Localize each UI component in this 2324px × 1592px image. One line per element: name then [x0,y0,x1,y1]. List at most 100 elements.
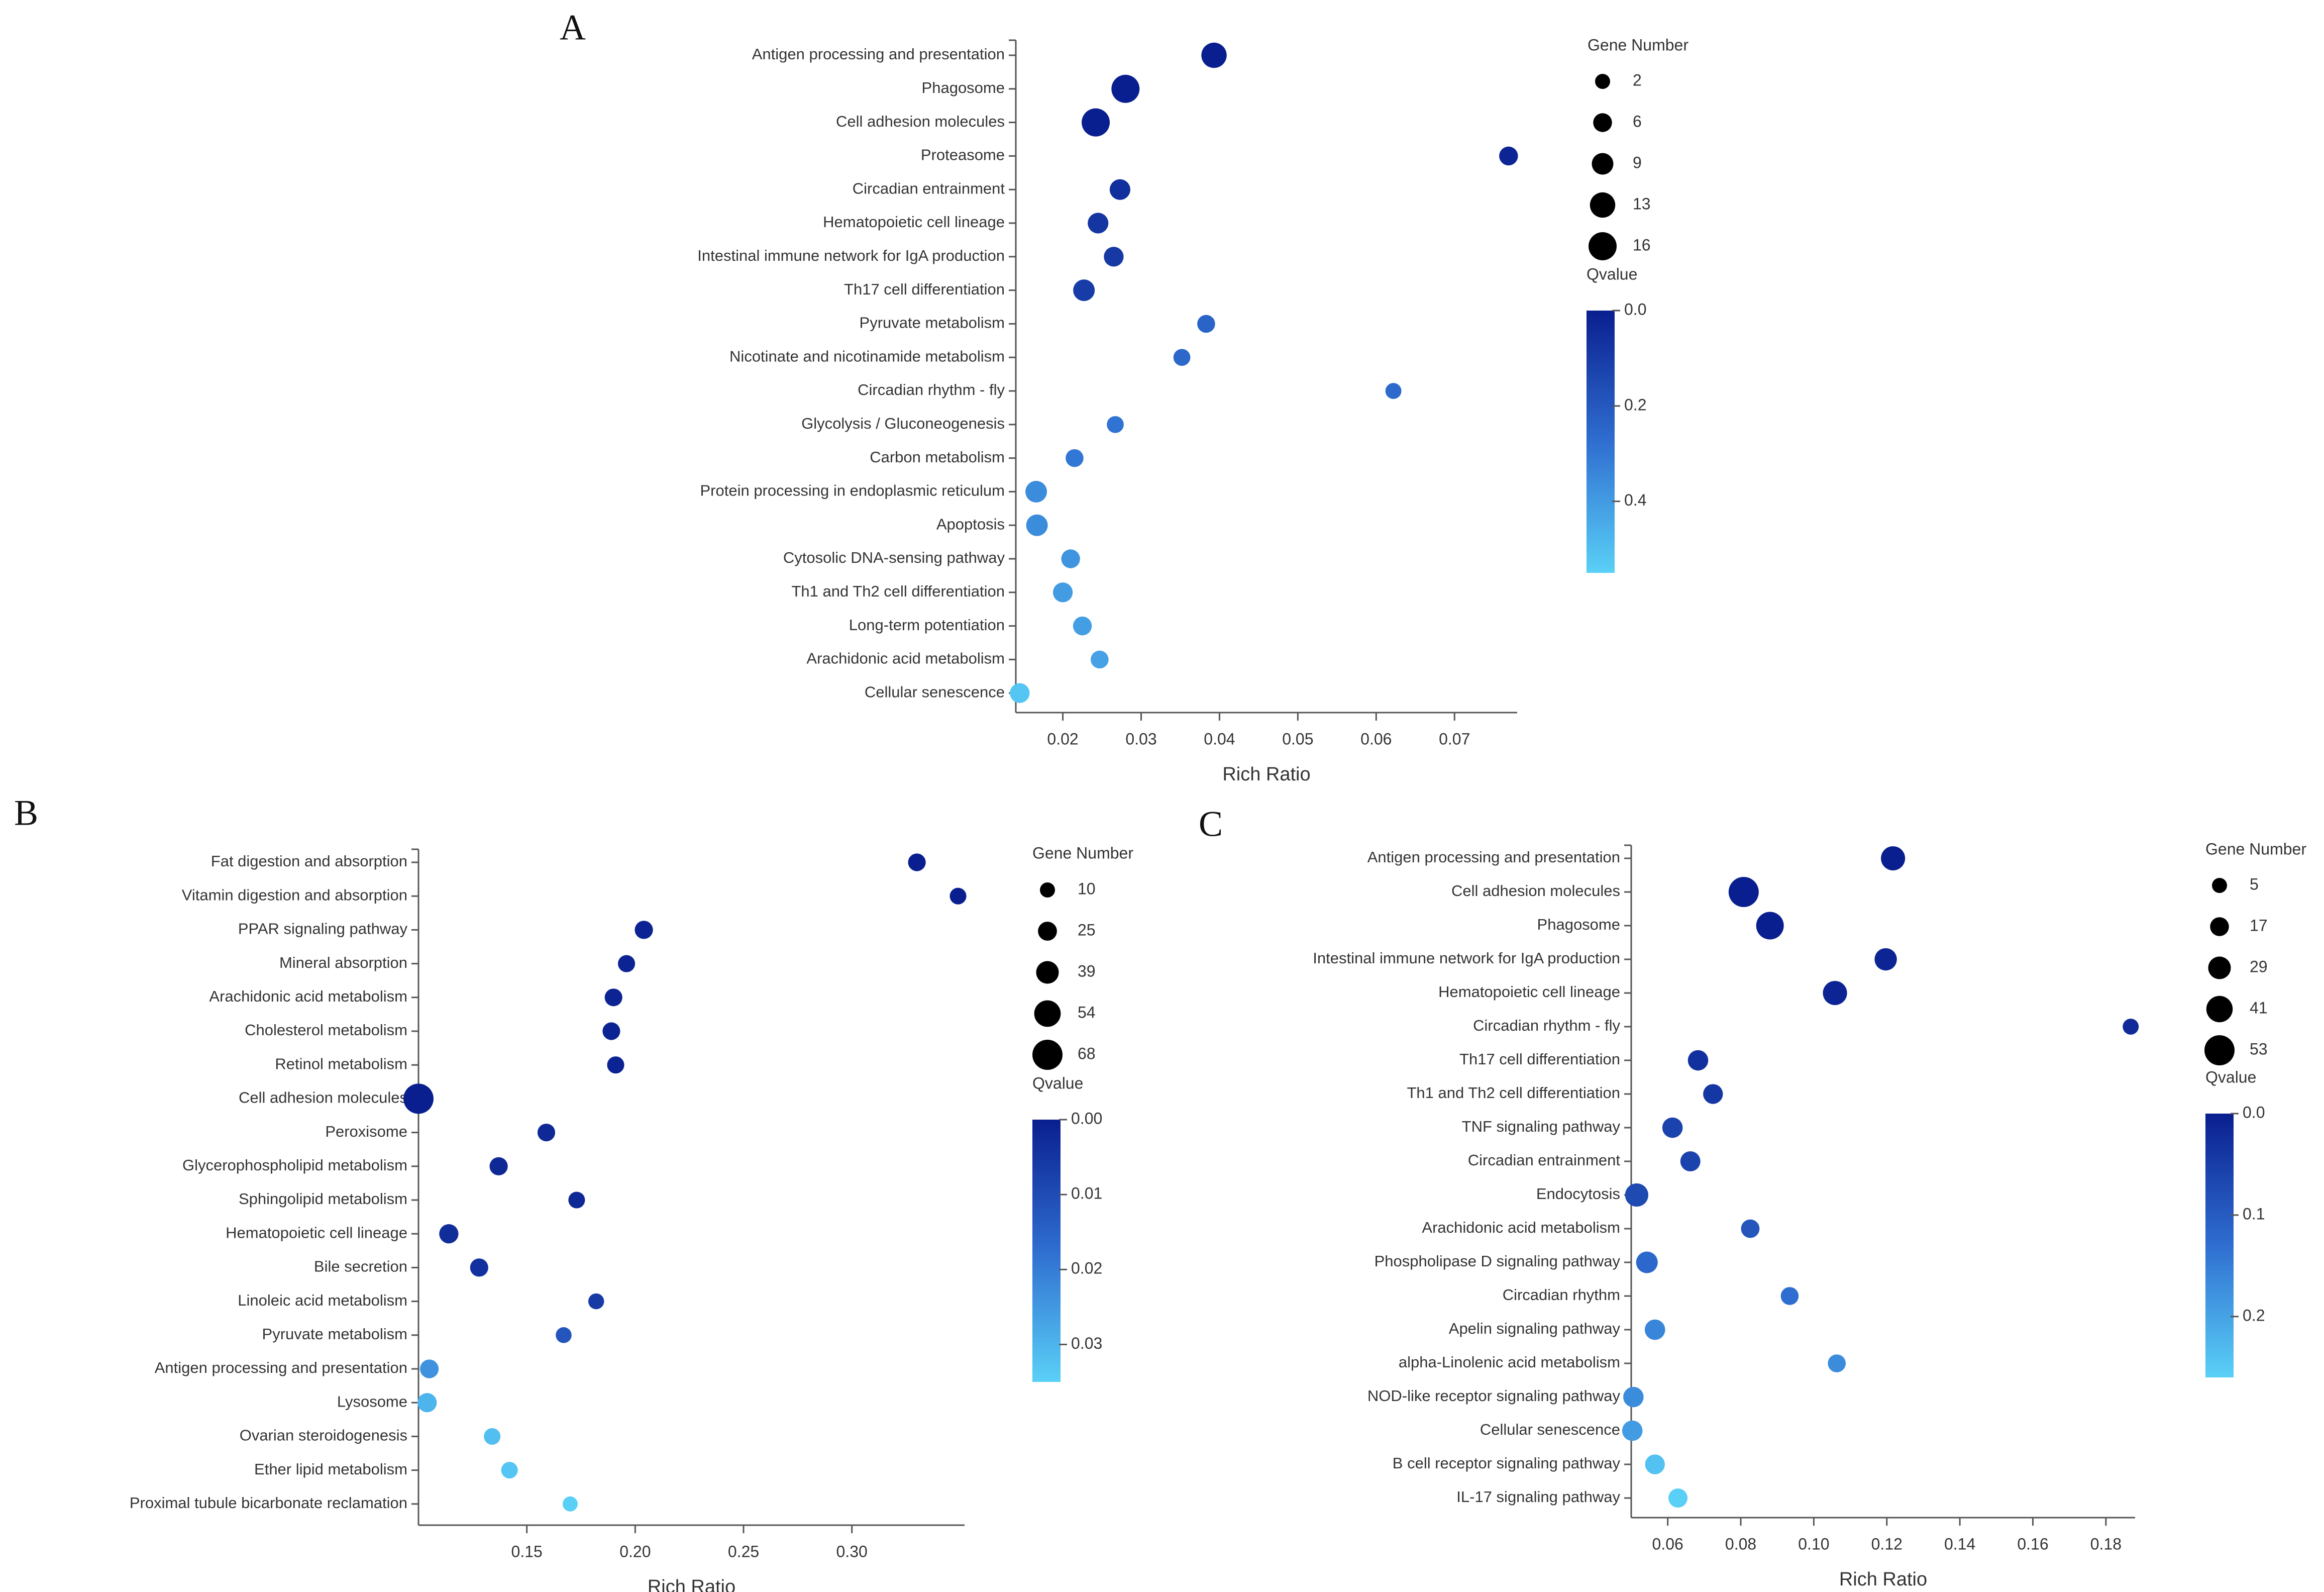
panel-b: B 0.15 0.20 0.25 0.30 Rich Ratio Fat digestion… [14,793,1133,1592]
panel-letter-b: B [14,793,38,833]
data-point [1111,74,1140,103]
data-point [607,1056,624,1074]
y-category-label: Protein processing in endoplasmic reticu… [700,482,1005,500]
data-point [1385,383,1402,399]
data-point [1052,582,1073,603]
data-point [1091,650,1109,669]
y-category-label: Th17 cell differentiation [1459,1050,1620,1068]
data-point [1874,948,1897,971]
y-category-label: Long-term potentiation [849,616,1005,634]
y-category-label: Circadian entrainment [1468,1151,1621,1169]
size-legend-label: 10 [1078,879,1096,898]
y-category-label: PPAR signaling pathway [238,920,408,938]
y-category-label: Apelin signaling pathway [1449,1320,1621,1337]
size-legend-dot [1590,192,1616,218]
colorbar-tick-label: 0.2 [2243,1306,2265,1324]
size-legend-label: 68 [1078,1044,1096,1062]
y-category-label: IL-17 signaling pathway [1456,1488,1620,1506]
color-legend-title: Qvalue [1587,265,1637,283]
colorbar-tick-label: 0.4 [1624,491,1646,509]
data-point [1622,1420,1643,1441]
x-axis-title: Rich Ratio [1222,764,1310,785]
colorbar [1032,1120,1061,1382]
y-category-label: Cell adhesion molecules [239,1089,407,1107]
x-tick-label: 0.14 [1944,1535,1975,1553]
data-point [1201,42,1227,68]
y-category-label: Intestinal immune network for IgA produc… [1313,949,1620,967]
data-point [1680,1151,1701,1171]
size-legend-dot [2206,996,2233,1023]
x-tick-label: 0.08 [1725,1535,1756,1553]
data-point [1104,247,1124,267]
y-category-label: Vitamin digestion and absorption [182,886,407,904]
x-axis-title: Rich Ratio [1839,1569,1927,1590]
size-legend-dot [1589,232,1617,260]
data-point [1073,616,1092,636]
size-legend-label: 41 [2250,999,2268,1017]
y-category-label: Phospholipase D signaling pathway [1375,1252,1621,1270]
data-point [562,1496,578,1512]
x-tick-label: 0.30 [836,1542,868,1560]
data-point [537,1124,556,1142]
y-category-label: Th1 and Th2 cell differentiation [1407,1084,1620,1102]
data-point [908,853,926,871]
y-category-label: Nicotinate and nicotinamide metabolism [729,347,1005,365]
x-tick-label: 0.10 [1798,1535,1829,1553]
data-point [1623,1386,1644,1408]
data-point [1728,877,1759,907]
data-point [1173,349,1191,366]
x-tick-label: 0.07 [1439,730,1470,748]
y-category-label: Retinol metabolism [275,1055,407,1072]
y-category-label: Bile secretion [314,1258,407,1275]
data-point [1499,146,1518,166]
y-category-label: Cellular senescence [865,683,1005,701]
data-point [635,921,653,939]
data-point [1823,980,1847,1006]
data-point [403,1083,434,1114]
x-tick-label: 0.12 [1871,1535,1903,1553]
x-tick-label: 0.25 [728,1542,759,1560]
colorbar-tick-label: 0.0 [1624,300,1646,318]
y-category-label: Antigen processing and presentation [155,1359,407,1376]
size-legend-title: Gene Number [2205,840,2306,858]
data-point [568,1191,585,1209]
y-category-label: Cell adhesion molecules [1451,882,1620,900]
y-category-label: TNF signaling pathway [1462,1118,1621,1135]
x-tick-label: 0.04 [1204,730,1235,748]
size-legend-dot [1592,153,1614,175]
y-category-label: Glycolysis / Gluconeogenesis [801,415,1005,432]
data-point [949,887,967,905]
y-category-label: Circadian rhythm - fly [858,381,1005,399]
y-category-label: Circadian entrainment [853,179,1005,197]
y-category-label: Glycerophospholipid metabolism [182,1156,407,1174]
x-tick-label: 0.20 [619,1542,651,1560]
size-legend-dot [2212,878,2227,893]
y-category-label: Th17 cell differentiation [844,280,1005,298]
y-category-label: Peroxisome [325,1123,407,1140]
x-tick-label: 0.03 [1125,730,1156,748]
size-legend-dot [2204,1035,2235,1065]
size-legend-dot [1038,922,1057,941]
y-category-label: alpha-Linolenic acid metabolism [1399,1353,1620,1371]
data-point [1828,1354,1846,1372]
data-point [1668,1488,1688,1508]
data-point [1107,416,1124,433]
data-point [1025,480,1047,503]
y-category-label: Hematopoietic cell lineage [1438,983,1620,1001]
size-legend-label: 39 [1078,962,1096,980]
x-tick-label: 0.06 [1652,1535,1683,1553]
data-point [1780,1287,1799,1305]
y-category-label: Fat digestion and absorption [211,852,407,870]
data-point [1687,1050,1709,1071]
size-legend-dot [1595,74,1610,89]
data-point [1881,846,1906,871]
y-category-label: Arachidonic acid metabolism [209,987,407,1005]
size-legend-dot [1036,961,1059,984]
size-legend-dot [2210,917,2229,936]
y-category-label: Proximal tubule bicarbonate reclamation [130,1494,407,1512]
y-category-label: B cell receptor signaling pathway [1393,1454,1621,1472]
data-point [1109,179,1130,200]
data-point [1625,1183,1649,1207]
